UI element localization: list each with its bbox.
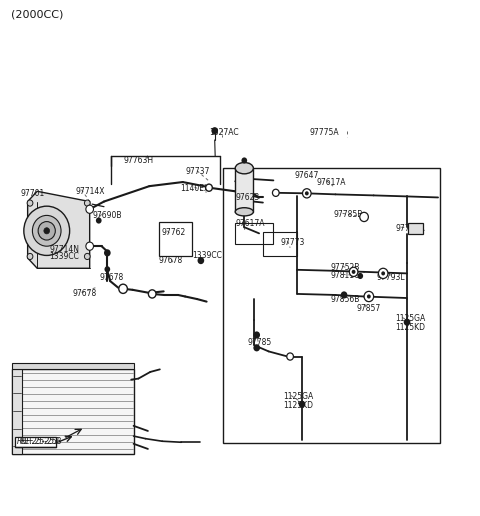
Text: 1327AC: 1327AC [209,128,239,137]
Text: REF.25-253: REF.25-253 [17,437,60,446]
Text: 1339CC: 1339CC [192,251,222,260]
Text: 97763H: 97763H [123,156,153,165]
Circle shape [84,253,90,260]
Text: 97701: 97701 [21,189,45,198]
Text: REF.25-253: REF.25-253 [19,437,61,446]
Text: 97857: 97857 [357,304,381,313]
Text: 1125GA: 1125GA [283,392,313,401]
Circle shape [360,212,368,221]
Circle shape [381,271,385,276]
Bar [235,168,253,212]
Circle shape [367,295,371,299]
Circle shape [27,200,33,206]
Circle shape [302,189,311,198]
Text: 97785B: 97785B [333,210,362,219]
Text: 97785: 97785 [247,338,271,347]
Bar [159,221,192,256]
Circle shape [364,292,373,302]
Circle shape [84,200,90,206]
Text: 1140EX: 1140EX [180,184,210,193]
Polygon shape [12,363,133,369]
Bar [15,437,56,447]
Text: 97793L: 97793L [376,273,405,282]
Bar [263,232,297,256]
Circle shape [352,270,356,274]
Bar [408,222,423,234]
Bar [12,369,23,454]
Circle shape [287,353,293,360]
Text: 97678: 97678 [99,273,123,282]
Circle shape [299,401,305,408]
Circle shape [349,267,358,277]
Circle shape [119,284,127,294]
Text: 97770A: 97770A [395,224,425,233]
Circle shape [86,205,94,213]
Ellipse shape [235,208,253,216]
Text: 97856B: 97856B [331,295,360,303]
Circle shape [96,217,102,223]
Circle shape [241,157,247,164]
Text: 97617A: 97617A [235,219,265,228]
Text: 97773: 97773 [281,238,305,247]
Text: 97752B: 97752B [331,263,360,272]
Text: 97714N: 97714N [49,245,79,254]
Bar [18,437,56,447]
Polygon shape [28,191,90,268]
Text: 1125GA: 1125GA [395,314,425,323]
Circle shape [148,290,156,298]
Text: 97811C: 97811C [331,271,360,280]
Circle shape [273,189,279,197]
Bar [223,168,441,443]
Circle shape [253,344,260,351]
Text: 1339CC: 1339CC [49,252,79,262]
Circle shape [38,221,55,240]
Text: 97647: 97647 [295,171,319,181]
Circle shape [358,273,363,279]
Text: 97617A: 97617A [316,178,346,187]
Circle shape [198,257,204,264]
Circle shape [378,268,388,279]
Circle shape [211,127,218,134]
Text: (2000CC): (2000CC) [11,9,63,19]
Text: 97678: 97678 [159,256,183,265]
Circle shape [33,215,61,246]
Circle shape [205,184,212,191]
Circle shape [24,206,70,255]
Circle shape [105,266,110,272]
Text: 97623: 97623 [235,193,260,202]
Text: 1125KD: 1125KD [283,401,313,410]
Text: 97775A: 97775A [309,128,339,137]
Text: 97678: 97678 [73,289,97,298]
Ellipse shape [235,163,253,174]
Circle shape [404,318,410,326]
Text: 97762: 97762 [161,228,185,237]
Circle shape [253,331,260,338]
Text: 1125KD: 1125KD [395,323,425,332]
Circle shape [27,253,33,260]
Bar [12,369,133,454]
Circle shape [104,249,111,256]
Circle shape [44,228,49,234]
Text: 97714X: 97714X [75,187,105,196]
Bar [235,223,274,244]
Text: 97737: 97737 [185,167,209,176]
Circle shape [86,242,94,250]
Text: 97690B: 97690B [92,211,121,220]
Circle shape [305,191,309,196]
Circle shape [341,292,348,299]
